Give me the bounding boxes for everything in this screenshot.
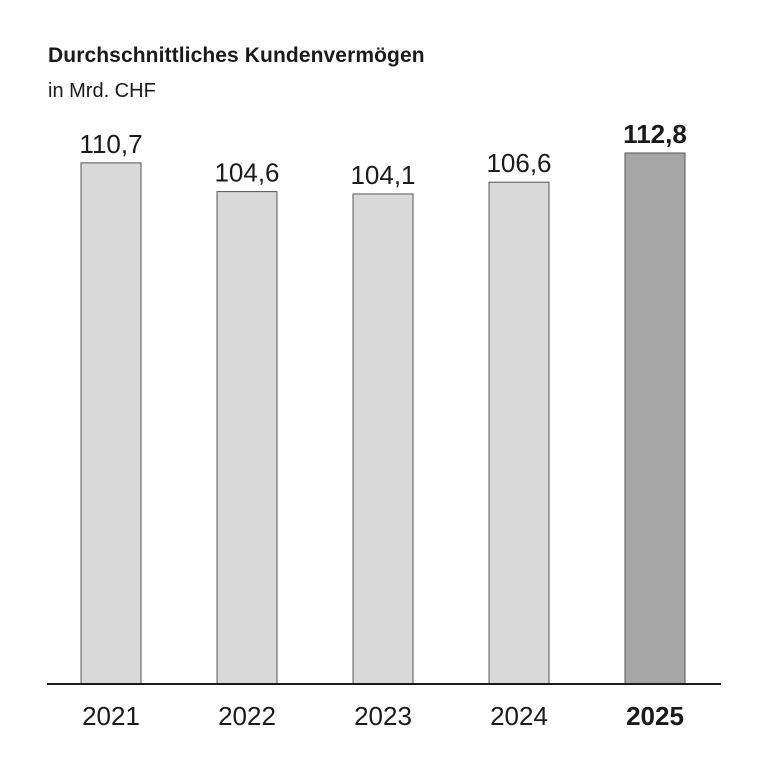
tick-label-2025: 2025 xyxy=(626,701,684,731)
tick-labels-group: 2021 2022 2023 2024 2025 xyxy=(82,701,684,731)
bar-2023 xyxy=(352,193,414,685)
value-label-2025: 112,8 xyxy=(623,119,687,149)
bar-2021 xyxy=(80,162,142,685)
chart-title: Durchschnittliches Kundenvermögen xyxy=(48,44,425,67)
value-label-2022: 104,6 xyxy=(214,158,279,188)
bar-2022 xyxy=(216,191,278,685)
tick-label-2021: 2021 xyxy=(82,701,140,731)
bar-2024 xyxy=(488,181,550,685)
tick-label-2024: 2024 xyxy=(490,701,548,731)
value-label-2023: 104,1 xyxy=(350,160,415,190)
bars-group xyxy=(80,152,686,685)
tick-label-2022: 2022 xyxy=(218,701,276,731)
value-label-2024: 106,6 xyxy=(486,148,551,178)
tick-label-2023: 2023 xyxy=(354,701,412,731)
value-label-2021: 110,7 xyxy=(79,129,142,159)
value-labels-group: 110,7 104,6 104,1 106,6 112,8 xyxy=(79,119,686,190)
chart-subtitle: in Mrd. CHF xyxy=(48,80,156,102)
bar-2025 xyxy=(624,152,686,685)
